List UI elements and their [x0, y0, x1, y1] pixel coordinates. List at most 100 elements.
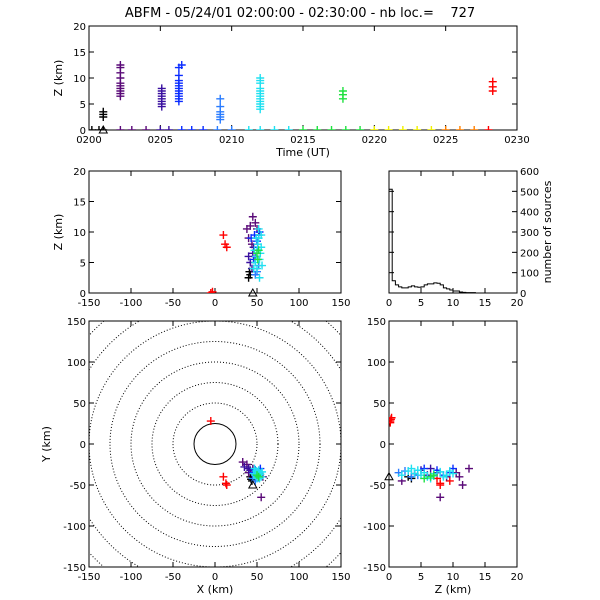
data-layer: [389, 188, 517, 293]
panel-time-height: 0200 0205 0210 0215 0220 0225 0230 0 5 10 15 20 Time…: [52, 22, 530, 159]
data-point: [258, 261, 267, 270]
y-tick-label: -50: [70, 481, 86, 492]
x-tick-label: 5: [418, 572, 424, 583]
x-tick-label: 0220: [362, 135, 387, 146]
data-point: [253, 255, 262, 264]
data-point: [222, 243, 231, 252]
data-point: [370, 126, 379, 130]
data-point: [94, 126, 103, 130]
panel-x-y-plan: -150 -100 -50 0 50 100 150 -150 -100 -50 0 50 100 150…: [40, 317, 351, 596]
data-point: [174, 71, 183, 80]
axes-frame: [88, 25, 518, 131]
y-tick-label: 100: [67, 358, 86, 369]
data-point: [89, 126, 96, 130]
y-tick-label: 400: [520, 208, 539, 219]
x-tick-label: -150: [78, 298, 101, 309]
data-point: [389, 418, 395, 427]
x-tick-label: 10: [447, 298, 460, 309]
axes-frame: [388, 320, 518, 568]
data-point: [254, 472, 263, 481]
axes-frame: [88, 320, 342, 568]
data-point: [253, 471, 261, 480]
data-point: [156, 126, 165, 130]
x-tick-label: 0200: [76, 135, 101, 146]
data-point: [157, 84, 166, 93]
y-tick-label: 500: [520, 187, 539, 198]
x-tick-label: 0: [386, 572, 392, 583]
axes-frame: [88, 170, 342, 294]
x-tick-label: 50: [251, 298, 264, 309]
data-point: [338, 87, 347, 95]
x-tick-label: -100: [120, 572, 143, 583]
range-ring: [89, 321, 341, 567]
data-point: [436, 467, 445, 476]
data-point: [255, 273, 264, 282]
station-triangle: [247, 287, 258, 297]
data-point: [251, 270, 260, 279]
data-point: [488, 77, 497, 86]
x-tick-label: 20: [511, 298, 524, 309]
data-point: [164, 126, 173, 130]
data-point: [484, 126, 493, 130]
data-point: [116, 126, 125, 130]
data-point: [254, 224, 263, 233]
x-tick-label: 0: [212, 572, 218, 583]
data-point: [445, 476, 454, 485]
data-point: [257, 493, 266, 502]
data-point: [116, 61, 125, 69]
x-tick-label: 0230: [504, 135, 529, 146]
panel-x-z: -150 -100 -50 0 50 100 150 0 5 10 15 20 Z (km): [52, 167, 351, 309]
data-point: [389, 413, 396, 422]
x-tick-label: -150: [78, 572, 101, 583]
x-tick-label: 15: [479, 572, 492, 583]
data-point: [407, 464, 416, 473]
range-ring: [130, 361, 300, 527]
data-point: [247, 475, 256, 484]
data-point: [222, 481, 231, 489]
data-point: [99, 107, 108, 116]
data-point: [427, 126, 436, 130]
data-point: [257, 231, 266, 240]
y-tick-label: 5: [80, 100, 86, 111]
data-point: [458, 481, 467, 489]
data-point: [270, 126, 279, 130]
data-point: [384, 126, 393, 130]
data-point: [246, 221, 255, 230]
x-tick-label: -50: [165, 572, 181, 583]
range-ring: [89, 321, 341, 567]
y-tick-label: -100: [63, 522, 86, 533]
y-axis-title: Y (km): [40, 426, 53, 463]
figure-title: ABFM - 05/24/01 02:00:00 - 02:30:00 - nb…: [125, 6, 475, 21]
data-point: [455, 126, 464, 130]
x-tick-label: 10: [447, 572, 460, 583]
data-point: [244, 126, 253, 130]
y-tick-label: -100: [363, 522, 386, 533]
data-point: [187, 126, 196, 130]
data-point: [256, 74, 265, 82]
station-triangle: [247, 479, 258, 489]
y-tick-label: 10: [73, 74, 86, 85]
data-point: [127, 126, 136, 130]
data-point: [227, 126, 236, 130]
x-axis-title: Time (UT): [275, 146, 330, 159]
y-tick-label: 300: [520, 228, 539, 239]
range-ring: [172, 402, 258, 486]
y-tick-label: 15: [73, 48, 86, 59]
data-point: [221, 479, 230, 488]
data-point: [208, 287, 217, 293]
data-point: [177, 126, 186, 130]
data-point: [420, 474, 429, 483]
data-point: [251, 218, 260, 227]
data-point: [429, 471, 438, 480]
y-axis-title: Z (km): [52, 60, 65, 97]
station-triangle: [384, 471, 394, 481]
x-axis-title: X (km): [197, 583, 234, 596]
range-rings: [89, 321, 341, 567]
y-axis-title: number of sources: [541, 180, 554, 283]
data-point: [413, 466, 422, 475]
y-tick-label: 50: [373, 399, 386, 410]
range-ring: [193, 423, 237, 465]
y-tick-label: 0: [80, 440, 86, 451]
data-point: [470, 126, 479, 130]
y-tick-label: 5: [80, 259, 86, 270]
